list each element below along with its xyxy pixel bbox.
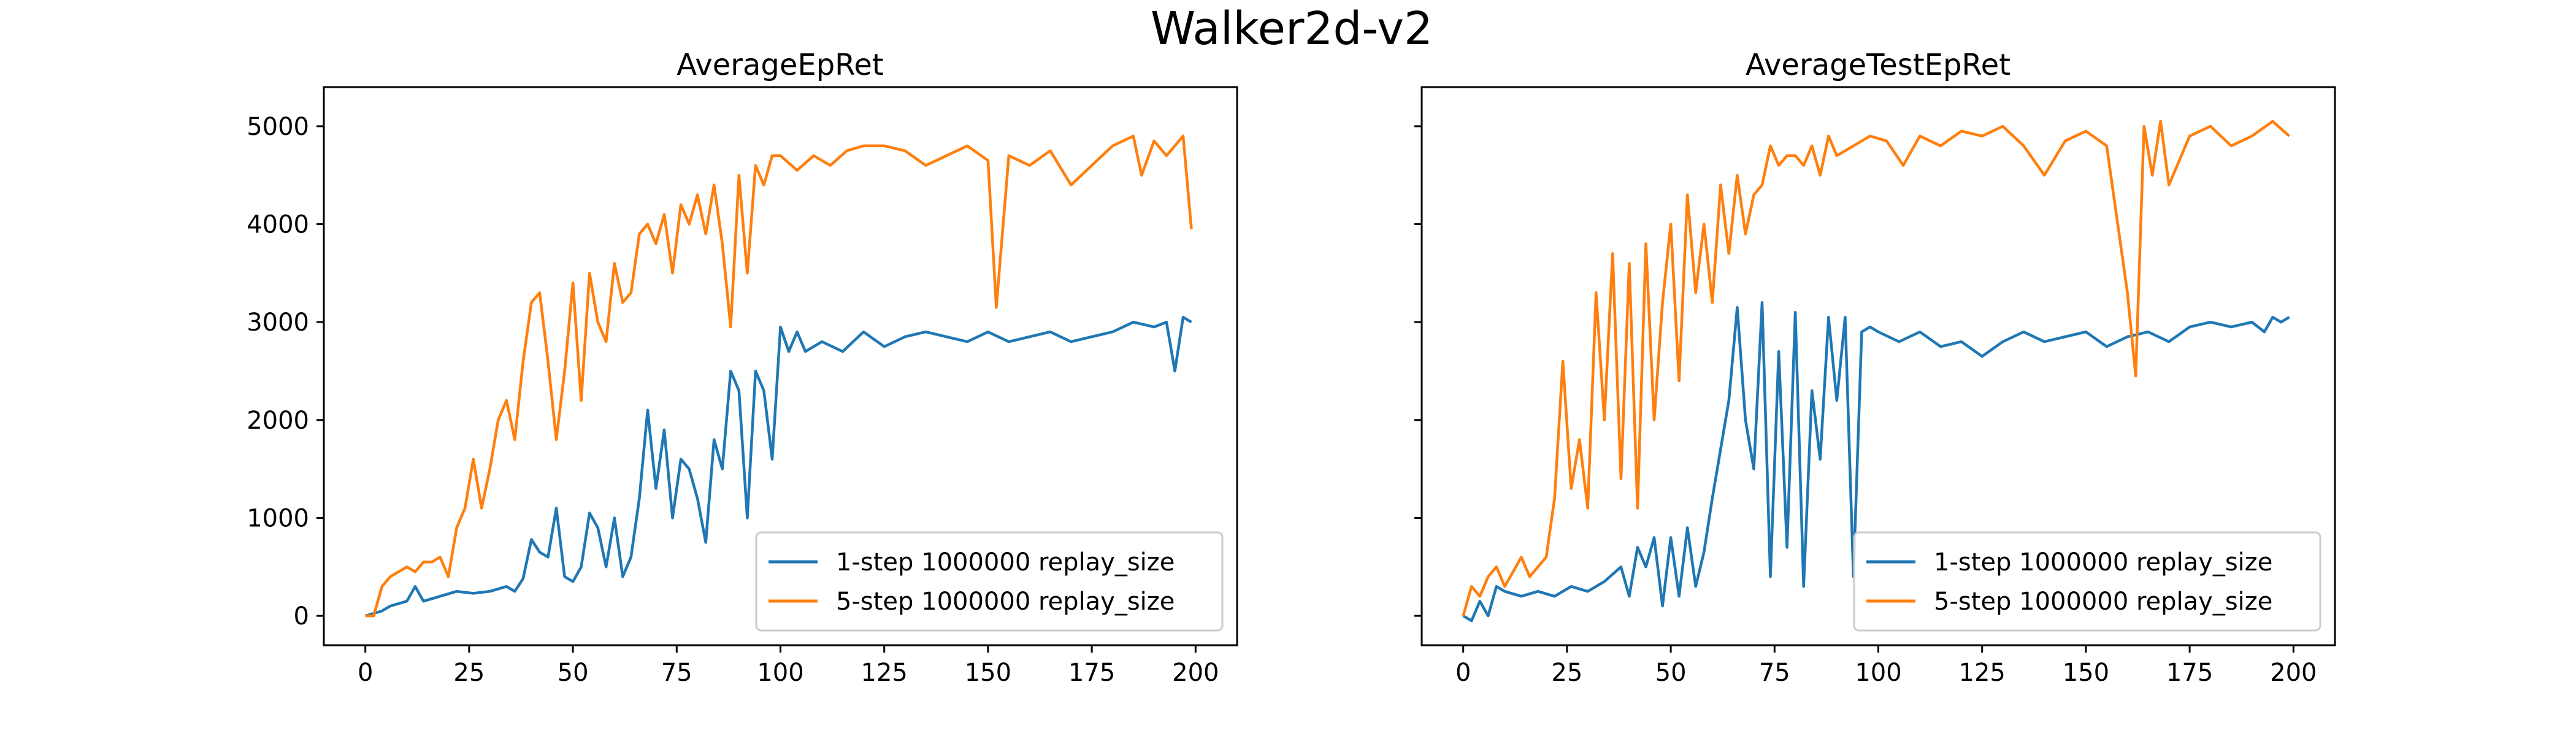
series-line-5-step <box>1462 120 2290 616</box>
figure-title: Walker2d-v2 <box>1151 2 1433 55</box>
x-tick-label: 25 <box>453 659 485 687</box>
y-tick-label: 0 <box>294 602 309 631</box>
x-tick-label: 50 <box>1655 659 1687 687</box>
axes-frame <box>1420 86 2336 646</box>
x-tick-label: 200 <box>1172 659 1219 687</box>
series-line-1-step <box>365 315 1192 618</box>
legend: 1-step 1000000 replay_size 5-step 1000000… <box>1853 531 2321 632</box>
y-tick-label: 3000 <box>247 309 309 337</box>
x-tick-label: 25 <box>1551 659 1582 687</box>
axes-frame <box>323 86 1238 646</box>
x-tick-label: 0 <box>1455 659 1471 687</box>
x-tick-label: 100 <box>1855 659 1901 687</box>
subplot-title: AverageEpRet <box>677 48 883 82</box>
subplot-average-test-ep-ret: AverageTestEpRet 0 25 50 75 100 125 150 175 200 … <box>1414 48 2336 687</box>
legend-box <box>1853 531 2321 632</box>
x-tick-label: 50 <box>558 659 589 687</box>
series-line-1-step <box>1462 301 2290 623</box>
x-tick-label: 200 <box>2270 659 2317 687</box>
legend-label: 1-step 1000000 replay_size <box>836 548 1175 577</box>
y-tick-label: 4000 <box>247 211 309 239</box>
tick-layer: 0 25 50 75 100 125 150 175 200010002000300040005… <box>247 113 1219 687</box>
legend-label: 5-step 1000000 replay_size <box>836 588 1175 616</box>
subplot-title: AverageTestEpRet <box>1746 48 2011 82</box>
y-tick-label: 2000 <box>247 407 309 435</box>
x-tick-label: 75 <box>1759 659 1790 687</box>
x-tick-label: 175 <box>1068 659 1115 687</box>
legend-label: 5-step 1000000 replay_size <box>1934 588 2272 616</box>
x-tick-label: 0 <box>358 659 373 687</box>
series-line-5-step <box>365 134 1193 618</box>
series-layer <box>1462 120 2290 623</box>
y-tick-label: 5000 <box>247 113 309 141</box>
x-tick-label: 75 <box>661 659 692 687</box>
x-tick-label: 100 <box>757 659 803 687</box>
x-tick-label: 150 <box>965 659 1011 687</box>
x-tick-label: 125 <box>861 659 908 687</box>
y-tick-label: 1000 <box>247 504 309 532</box>
legend-label: 1-step 1000000 replay_size <box>1934 548 2272 577</box>
x-tick-label: 125 <box>1959 659 2006 687</box>
x-tick-label: 150 <box>2063 659 2109 687</box>
legend-box <box>755 531 1224 632</box>
series-layer <box>365 134 1193 618</box>
legend: 1-step 1000000 replay_size 5-step 1000000… <box>755 531 1224 632</box>
tick-layer: 0 25 50 75 100 125 150 175 200 <box>1414 125 2317 687</box>
x-tick-label: 175 <box>2166 659 2213 687</box>
subplot-average-ep-ret: AverageEpRet 0 25 50 75 100 125 150 175 20001000… <box>247 48 1238 687</box>
